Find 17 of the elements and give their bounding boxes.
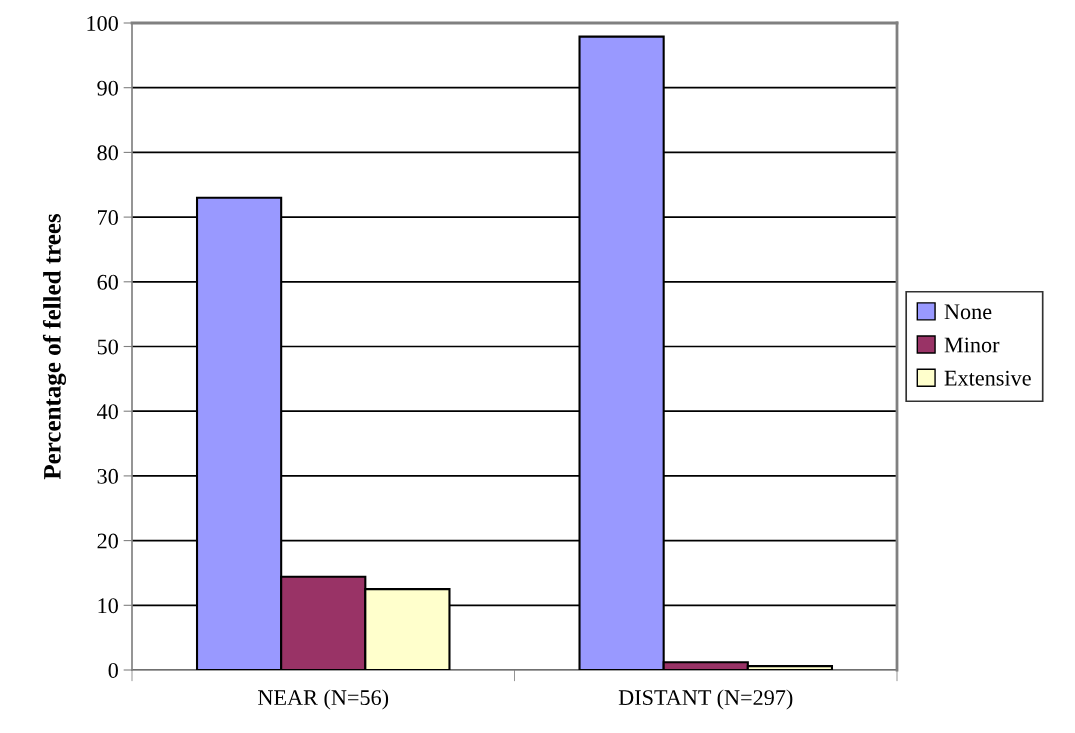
legend-label: None [944,304,992,320]
y-tick-label: 10 [98,598,118,614]
y-tick-label: 0 [108,662,118,678]
y-tick-label: 100 [87,15,118,31]
y-tick-label: 50 [97,339,118,355]
y-tick-label: 90 [97,80,118,96]
x-tick-label: DISTANT (N=297) [618,689,793,710]
x-tick-label: NEAR (N=56) [258,689,389,710]
legend-label: Extensive [944,370,1031,386]
y-tick-label: 40 [97,404,118,420]
legend-label: Minor [944,337,1000,353]
y-tick-label: 80 [97,145,118,161]
y-tick-label: 60 [97,274,118,290]
y-tick-label: 70 [98,210,118,226]
y-tick-label: 30 [97,468,118,484]
y-tick-label: 20 [97,533,118,549]
y-axis-title: Percentage of felled trees [42,213,67,480]
